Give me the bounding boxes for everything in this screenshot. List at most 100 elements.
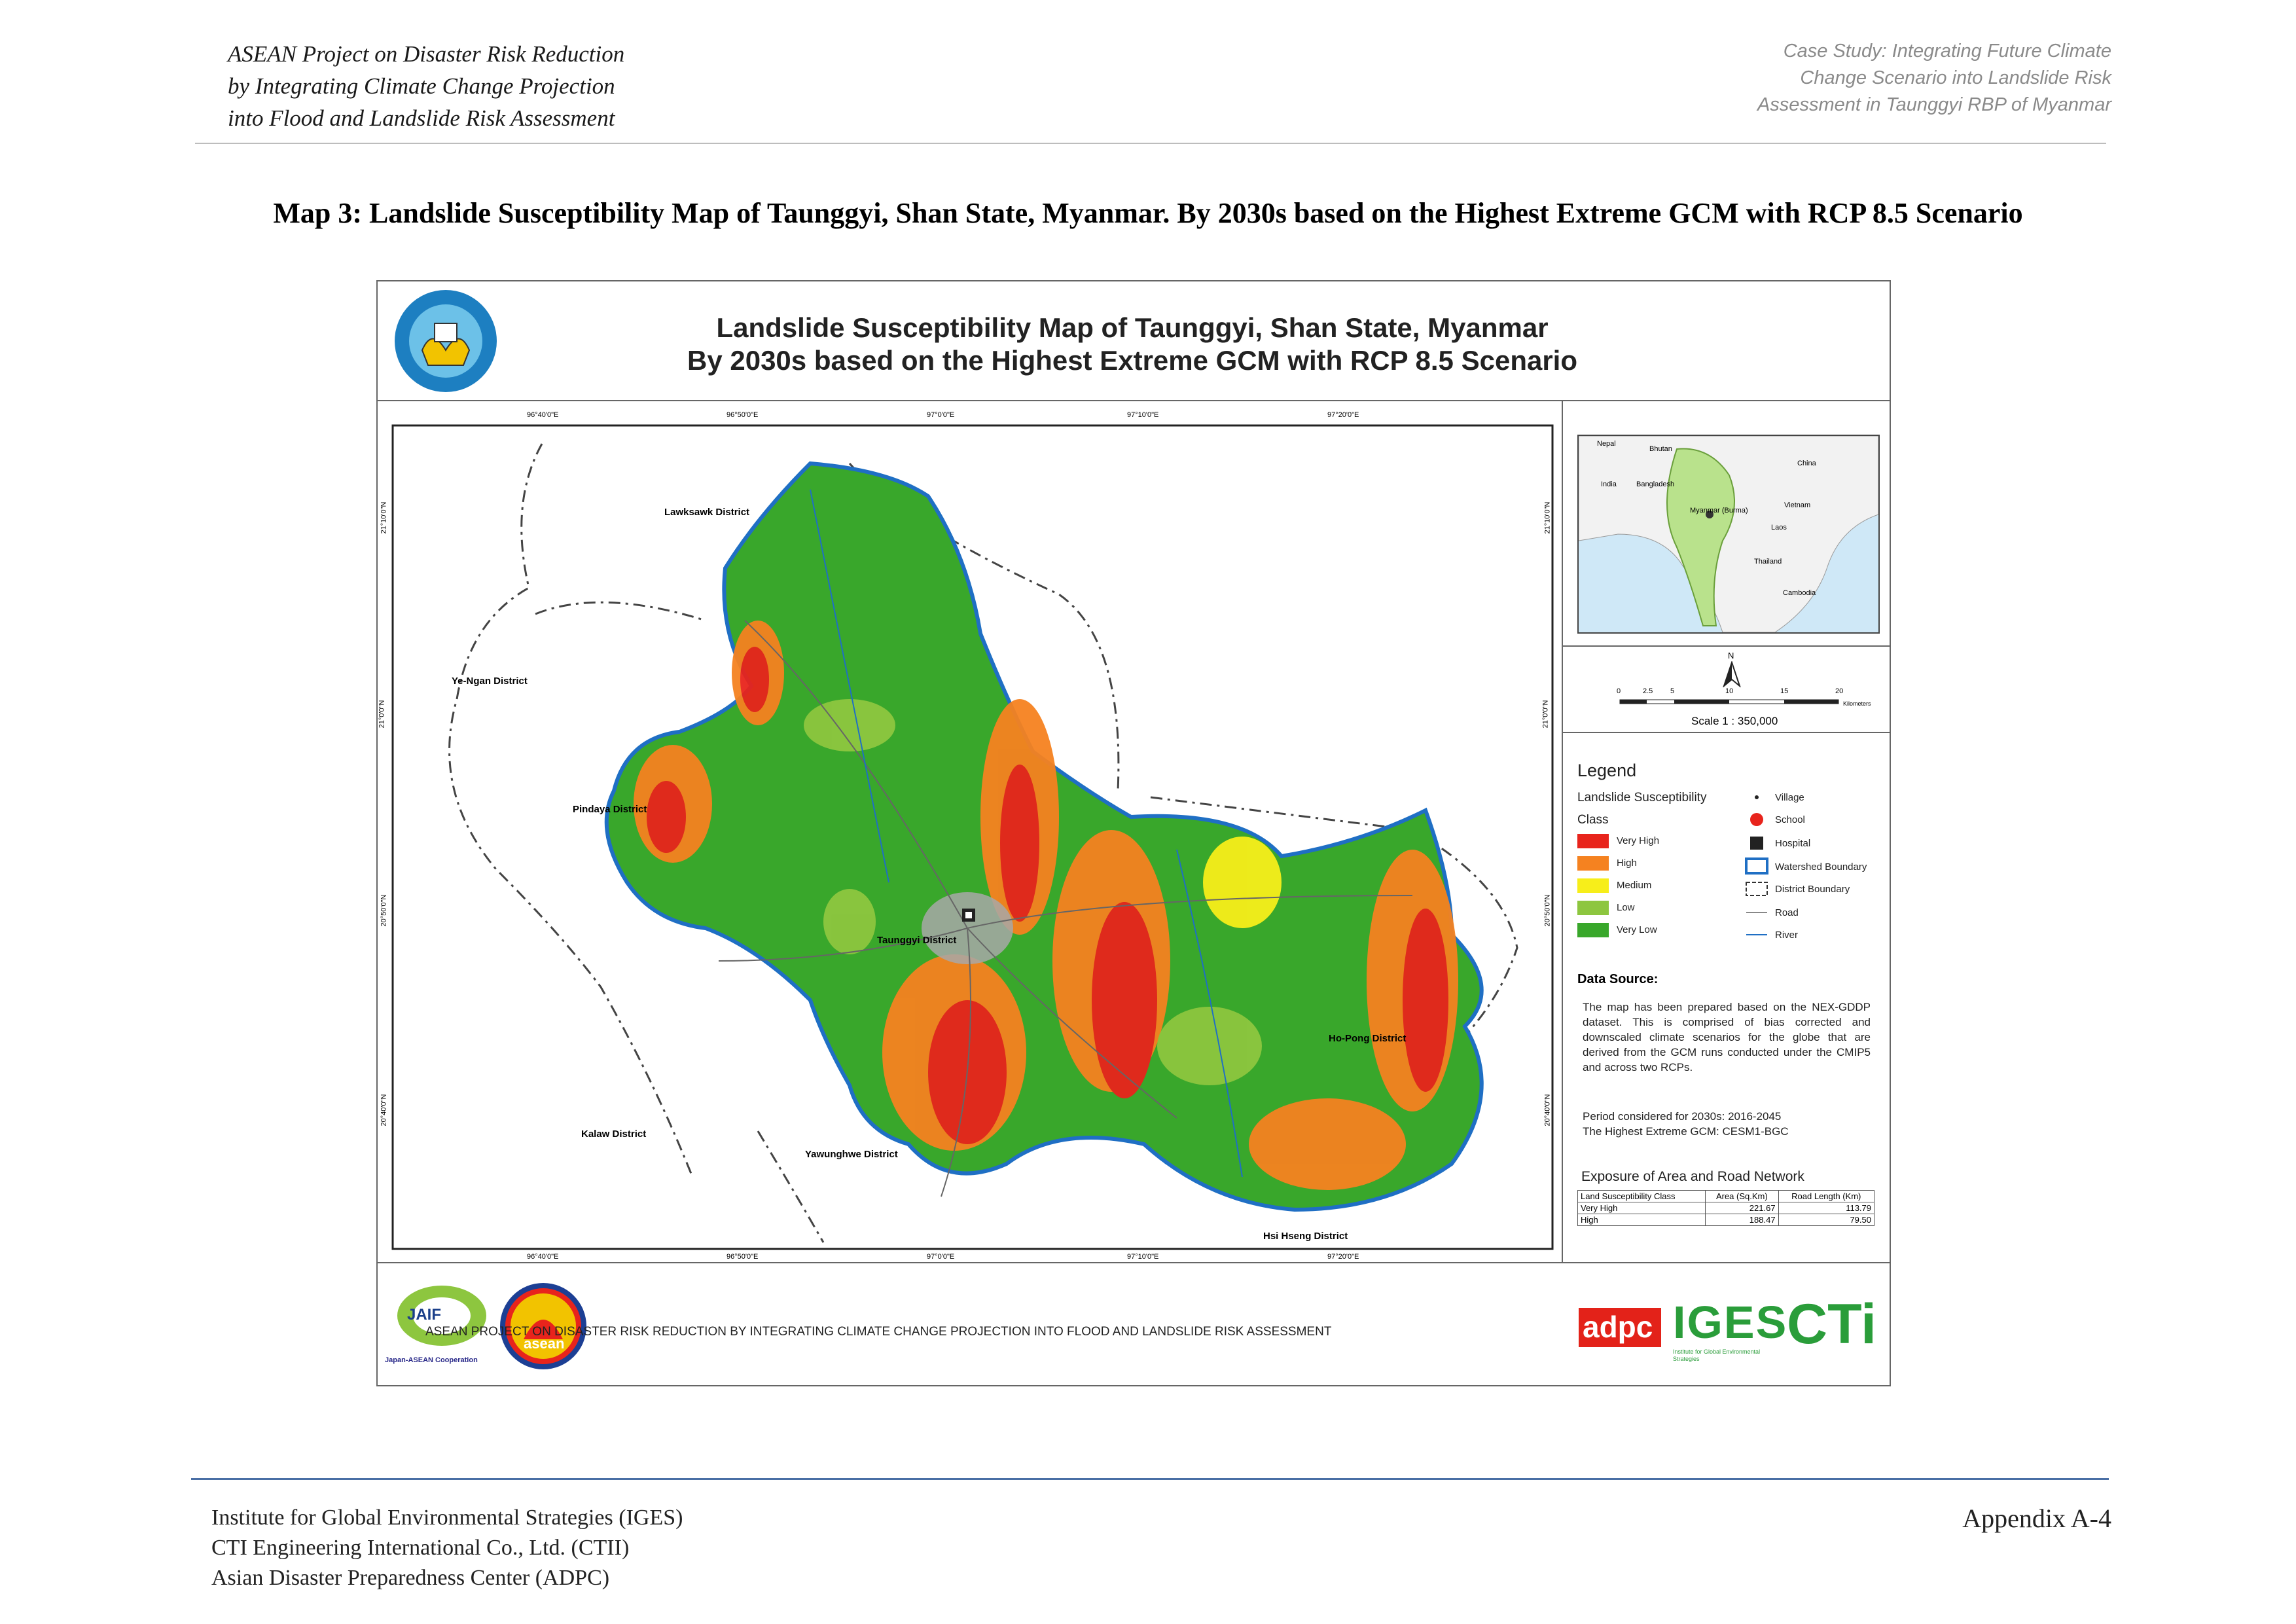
susceptibility-patches <box>634 621 1458 1190</box>
document-title: Map 3: Landslide Susceptibility Map of T… <box>273 197 2023 229</box>
lat-tick-label: 21°0'0"N <box>1541 700 1550 729</box>
scale-tick-label: 5 <box>1670 687 1675 695</box>
inset-locator-map <box>1577 435 1880 634</box>
header-rule <box>195 143 2106 144</box>
header-left: ASEAN Project on Disaster Risk Reduction… <box>228 38 624 134</box>
district-label: Pindaya District <box>573 804 647 815</box>
header-right-line: Assessment in Taunggyi RBP of Myanmar <box>1757 94 2111 115</box>
frame-divider <box>376 1262 1891 1263</box>
footer-rule <box>191 1478 2109 1480</box>
main-map <box>391 424 1554 1250</box>
legend-class-label: Medium <box>1617 880 1652 891</box>
inset-label: India <box>1601 480 1617 488</box>
lat-tick-label: 20°50'0"N <box>380 894 388 927</box>
footer-band-text: ASEAN PROJECT ON DISASTER RISK REDUCTION… <box>425 1325 1332 1339</box>
legend-symbol-label: District Boundary <box>1775 884 1850 895</box>
north-label: N <box>1728 651 1734 660</box>
exposure-table: Land Susceptibility Class Area (Sq.Km) R… <box>1577 1190 1875 1226</box>
map-title: Landslide Susceptibility Map of Taunggyi… <box>376 312 1888 377</box>
map-title-line: By 2030s based on the Highest Extreme GC… <box>687 345 1577 376</box>
legend-swatch <box>1577 878 1609 893</box>
inset-label: Bhutan <box>1649 445 1672 453</box>
lat-tick-label: 21°10'0"N <box>380 501 388 534</box>
asean-logo-text: asean <box>524 1335 565 1352</box>
cti-logo-text: CTi <box>1787 1293 1876 1356</box>
district-label: Ho-Pong District <box>1329 1033 1407 1044</box>
scale-bar <box>1619 699 1839 704</box>
table-row: Very High 221.67 113.79 <box>1577 1202 1875 1214</box>
inset-label: Laos <box>1771 524 1787 532</box>
jaif-logo-text: JAIF <box>407 1306 442 1324</box>
header-right-line: Change Scenario into Landslide Risk <box>1800 67 2111 88</box>
footer-line: Asian Disaster Preparedness Center (ADPC… <box>211 1566 610 1590</box>
table-cell: 188.47 <box>1705 1214 1779 1226</box>
lon-tick-label: 97°20'0"E <box>1327 411 1359 419</box>
table-row: High 188.47 79.50 <box>1577 1214 1875 1226</box>
legend-class-label: Class <box>1577 813 1609 827</box>
legend-symbol-icons <box>1745 795 1768 935</box>
lon-tick-label: 97°0'0"E <box>927 411 955 419</box>
jaif-logo-icon <box>397 1286 486 1346</box>
inset-label: Myanmar (Burma) <box>1690 507 1748 514</box>
legend-swatch <box>1577 901 1609 915</box>
lon-tick-label: 96°50'0"E <box>726 411 759 419</box>
district-label: Kalaw District <box>581 1128 647 1140</box>
lon-tick-label: 96°40'0"E <box>527 1253 559 1261</box>
legend-class-label: High <box>1617 857 1637 869</box>
scale-tick-label: 20 <box>1835 687 1844 695</box>
lon-tick-label: 96°50'0"E <box>726 1253 759 1261</box>
frame-divider <box>376 400 1891 401</box>
legend-symbol-label: Hospital <box>1775 838 1811 849</box>
frame-divider <box>1562 732 1891 733</box>
legend-symbol-label: Road <box>1775 907 1799 918</box>
legend-symbol-label: Village <box>1775 792 1804 803</box>
inset-label: Thailand <box>1754 558 1782 566</box>
legend-swatch <box>1577 923 1609 937</box>
asean-logo-icon <box>500 1283 586 1369</box>
legend-class-label: Very Low <box>1617 924 1657 935</box>
inset-label: Cambodia <box>1783 589 1816 597</box>
district-label: Yawunghwe District <box>805 1149 898 1160</box>
ddm-logo-icon <box>395 290 497 392</box>
scale-tick-label: 10 <box>1725 687 1734 695</box>
scale-tick-label: 0 <box>1617 687 1621 695</box>
scale-tick-label: 15 <box>1780 687 1789 695</box>
scale-unit: Kilometers <box>1843 700 1871 707</box>
table-cell: 113.79 <box>1778 1202 1875 1214</box>
legend-swatch <box>1577 834 1609 848</box>
scale-text: Scale 1 : 350,000 <box>1691 715 1778 727</box>
legend-symbol-label: School <box>1775 814 1805 825</box>
data-source-period-line: Period considered for 2030s: 2016-2045 <box>1583 1110 1782 1123</box>
header-left-line: ASEAN Project on Disaster Risk Reduction <box>228 41 625 67</box>
header-left-line: into Flood and Landslide Risk Assessment <box>228 105 615 131</box>
lon-tick-label: 97°0'0"E <box>927 1253 955 1261</box>
frame-divider <box>1562 400 1563 1262</box>
header-right-line: Case Study: Integrating Future Climate <box>1783 41 2111 62</box>
table-cell: 79.50 <box>1778 1214 1875 1226</box>
legend-susceptibility-label: Landslide Susceptibility <box>1577 791 1707 804</box>
data-source-text: The map has been prepared based on the N… <box>1583 1001 1871 1074</box>
table-cell: 221.67 <box>1705 1202 1779 1214</box>
adpc-logo-text: adpc <box>1583 1310 1653 1344</box>
legend-symbol-label: Watershed Boundary <box>1775 861 1867 873</box>
lat-tick-label: 20°50'0"N <box>1543 894 1552 927</box>
page-number: Appendix A-4 <box>1962 1504 2111 1533</box>
table-cell: Very High <box>1577 1202 1706 1214</box>
frame-divider <box>1562 645 1891 647</box>
inset-label: Nepal <box>1597 440 1616 448</box>
header-left-line: by Integrating Climate Change Projection <box>228 73 615 99</box>
lat-tick-label: 21°10'0"N <box>1543 501 1552 534</box>
scale-tick-label: 2.5 <box>1643 687 1653 695</box>
north-arrow-icon <box>1723 661 1741 687</box>
table-header-row: Land Susceptibility Class Area (Sq.Km) R… <box>1577 1190 1875 1202</box>
iges-logo-text: IGES <box>1673 1297 1788 1348</box>
data-source-gcm-line: The Highest Extreme GCM: CESM1-BGC <box>1583 1125 1789 1138</box>
footer-line: CTI Engineering International Co., Ltd. … <box>211 1536 630 1560</box>
legend-class-label: Very High <box>1617 835 1660 846</box>
table-header: Area (Sq.Km) <box>1705 1190 1779 1202</box>
inset-label: Vietnam <box>1784 501 1811 509</box>
footer-line: Institute for Global Environmental Strat… <box>211 1506 683 1530</box>
district-label: Hsi Hseng District <box>1263 1231 1348 1242</box>
header-right: Case Study: Integrating Future Climate C… <box>1757 38 2111 118</box>
inset-label: Bangladesh <box>1636 480 1675 488</box>
